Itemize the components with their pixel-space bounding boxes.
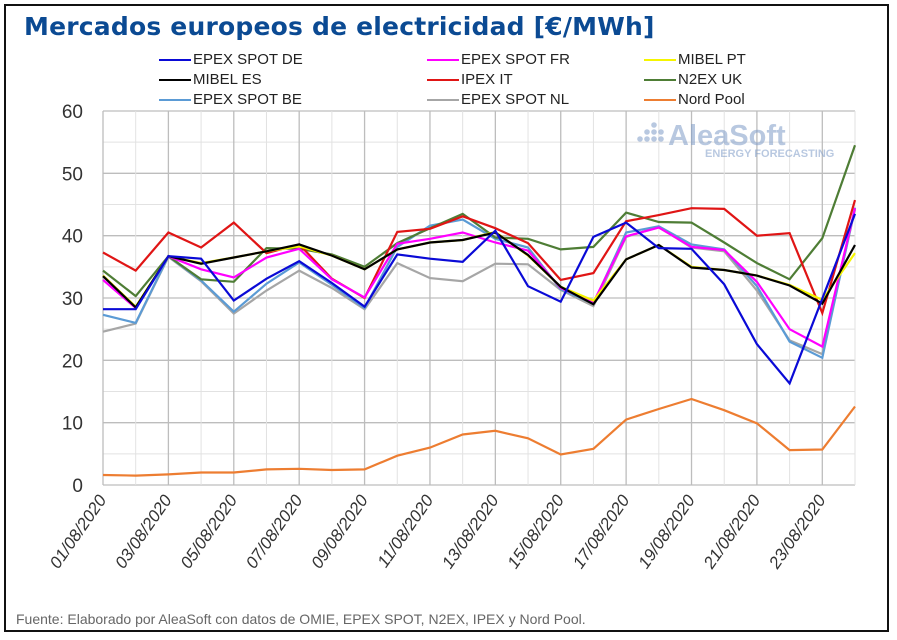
legend-label: MIBEL PT [678,51,746,68]
legend-label: IPEX IT [461,71,513,88]
y-axis: 0 10 20 30 40 50 60 [62,102,83,497]
legend-swatch [159,98,191,101]
watermark-tagline: ENERGY FORECASTING [705,148,834,160]
y-tick-label: 0 [72,476,83,497]
legend-swatch [427,78,459,81]
series-line-epex-spot-de [103,213,857,386]
legend-item: Nord Pool [644,91,745,108]
legend-item: N2EX UK [644,71,742,88]
legend-item: IPEX IT [427,71,513,88]
y-tick-label: 40 [62,227,83,248]
aleasoft-logo-dots-icon [637,122,664,142]
series-line-epex-spot-nl [102,209,857,356]
legend-label: N2EX UK [678,71,743,88]
x-tick-label: 19/08/2020 [634,491,699,572]
x-tick-label: 23/08/2020 [765,491,830,573]
series-lines [102,144,857,477]
y-tick-label: 10 [62,414,83,435]
watermark-brand: AleaSoft [668,120,786,152]
series-line-ipex-it [102,199,857,317]
legend-item: EPEX SPOT NL [427,91,569,108]
legend-label: EPEX SPOT BE [193,91,302,108]
legend-swatch [644,78,676,81]
chart-title: Mercados europeos de electricidad [€/MWh… [24,12,655,41]
x-tick-label: 17/08/2020 [569,491,634,572]
x-tick-label: 11/08/2020 [374,491,438,571]
legend-item: MIBEL ES [159,71,262,88]
aleasoft-watermark: AleaSoft ENERGY FORECASTING [637,120,834,160]
x-tick-label: 05/08/2020 [177,491,242,572]
y-tick-label: 20 [62,351,83,372]
x-tick-label: 21/08/2020 [699,491,764,573]
y-tick-label: 60 [62,102,83,123]
series-line-n2ex-uk [102,144,857,298]
x-axis: 01/08/2020 03/08/2020 05/08/2020 07/08/2020… [46,491,830,573]
series-line-epex-spot-fr [102,207,857,349]
legend-label: EPEX SPOT DE [193,51,303,68]
legend-swatch [427,98,459,101]
y-tick-label: 30 [62,289,83,310]
series-line-mibel-es [102,231,856,310]
gridlines [102,110,856,486]
legend-item: EPEX SPOT DE [159,51,303,68]
legend-swatch [159,78,191,81]
y-tick-label: 50 [62,164,83,185]
legend-item: EPEX SPOT FR [427,51,570,68]
x-tick-label: 13/08/2020 [438,491,503,572]
legend-swatch [644,98,676,101]
x-tick-label: 03/08/2020 [111,491,176,572]
x-tick-label: 07/08/2020 [242,491,307,572]
legend-swatch [427,58,459,61]
legend-label: MIBEL ES [193,71,262,88]
legend-swatch [159,58,191,61]
legend-label: EPEX SPOT FR [461,51,570,68]
x-tick-label: 15/08/2020 [504,491,569,572]
x-tick-label: 09/08/2020 [307,491,372,572]
legend-swatch [644,58,676,61]
legend-label: Nord Pool [678,91,745,108]
x-tick-label: 01/08/2020 [46,491,111,572]
series-line-nord-pool [102,397,856,477]
series-line-epex-spot-be [102,207,857,360]
legend-item: MIBEL PT [644,51,746,68]
legend-label: EPEX SPOT NL [461,91,570,108]
source-footer: Fuente: Elaborado por AleaSoft con datos… [16,611,586,627]
legend-item: EPEX SPOT BE [159,91,302,108]
